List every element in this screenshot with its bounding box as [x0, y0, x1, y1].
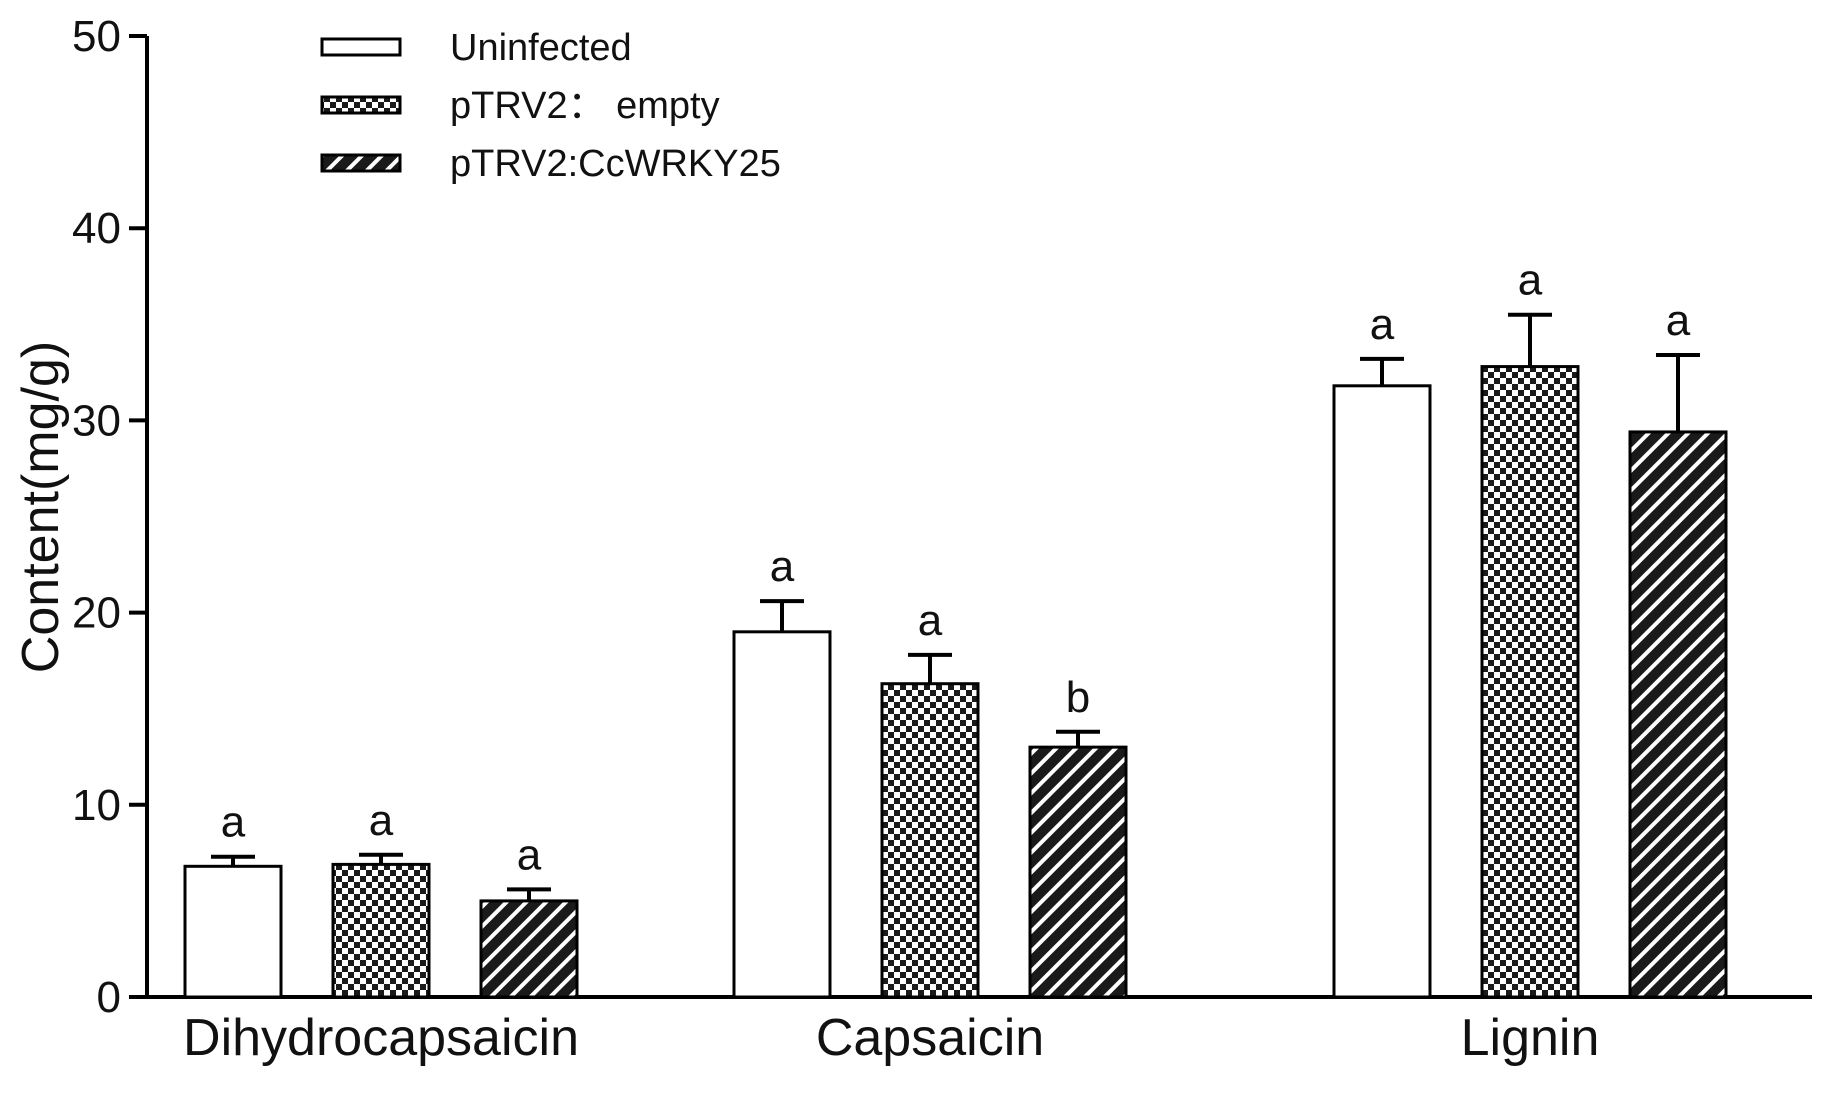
- legend-swatch: [320, 95, 402, 115]
- legend-swatch: [320, 37, 402, 57]
- significance-label: a: [369, 796, 394, 845]
- bar: [479, 899, 579, 999]
- significance-label: a: [918, 596, 943, 645]
- category-label: Dihydrocapsaicin: [183, 1009, 579, 1067]
- legend-swatch: [320, 153, 402, 173]
- bars: [183, 312, 1728, 999]
- significance-label: a: [1518, 256, 1543, 305]
- y-tick-label: 0: [97, 973, 121, 1022]
- significance-label: a: [1666, 296, 1691, 345]
- legend-label: pTRV2： empty: [450, 85, 720, 127]
- y-tick-label: 30: [72, 396, 121, 445]
- category-label: Lignin: [1461, 1009, 1600, 1067]
- significance-labels: a a a a a b a a a: [221, 256, 1691, 880]
- axes: 0 10 20 30 40 50 Dihydrocapsaicin Capsaicin Lign…: [72, 12, 1812, 1067]
- y-tick-label: 20: [72, 589, 121, 638]
- y-axis-label: Content(mg/g): [12, 341, 70, 673]
- bar: [880, 682, 980, 999]
- significance-label: a: [517, 830, 542, 879]
- bar: [1480, 365, 1580, 999]
- bar: [1628, 430, 1728, 999]
- legend: Uninfected pTRV2： empty pTRV2:CcWRKY25: [320, 27, 781, 185]
- significance-label: a: [221, 798, 246, 847]
- bar: [1332, 384, 1432, 999]
- bar: [183, 864, 283, 999]
- category-label: Capsaicin: [816, 1009, 1044, 1067]
- y-tick-label: 50: [72, 12, 121, 61]
- y-tick-label: 40: [72, 204, 121, 253]
- legend-label: pTRV2:CcWRKY25: [450, 143, 781, 185]
- significance-label: a: [770, 542, 795, 591]
- bar: [1028, 745, 1128, 999]
- significance-label: b: [1066, 673, 1090, 722]
- y-tick-label: 10: [72, 781, 121, 830]
- bar: [732, 630, 832, 999]
- bar: [331, 862, 431, 999]
- legend-label: Uninfected: [450, 27, 632, 69]
- significance-label: a: [1370, 300, 1395, 349]
